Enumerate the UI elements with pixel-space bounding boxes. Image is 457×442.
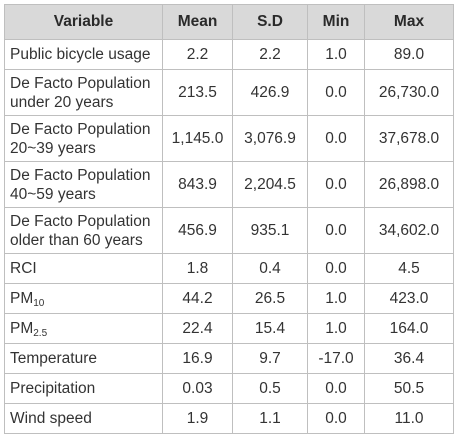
- header-min: Min: [307, 4, 365, 40]
- variable-cell: PM2.5: [4, 313, 163, 344]
- variable-name: PM: [10, 320, 34, 337]
- min-cell: 1.0: [307, 39, 365, 70]
- min-cell: 0.0: [307, 253, 365, 284]
- max-cell: 50.5: [364, 373, 454, 404]
- sd-cell: 935.1: [232, 207, 308, 254]
- variable-name: PM: [10, 290, 34, 307]
- min-cell: 0.0: [307, 373, 365, 404]
- max-cell: 164.0: [364, 313, 454, 344]
- sd-cell: 15.4: [232, 313, 308, 344]
- mean-cell: 1,145.0: [162, 115, 233, 162]
- table-header: Variable Mean S.D Min Max: [4, 4, 454, 40]
- table-row: RCI 1.8 0.4 0.0 4.5: [4, 253, 454, 284]
- header-sd: S.D: [232, 4, 308, 40]
- mean-cell: 843.9: [162, 161, 233, 208]
- sd-cell: 0.5: [232, 373, 308, 404]
- max-cell: 26,730.0: [364, 69, 454, 116]
- mean-cell: 2.2: [162, 39, 233, 70]
- table-body: Public bicycle usage 2.2 2.2 1.0 89.0 De…: [4, 39, 454, 434]
- variable-name: Temperature: [10, 350, 98, 367]
- min-cell: 0.0: [307, 207, 365, 254]
- variable-cell: Temperature: [4, 343, 163, 374]
- table-row: PM10 44.2 26.5 1.0 423.0: [4, 283, 454, 314]
- sd-cell: 3,076.9: [232, 115, 308, 162]
- max-cell: 11.0: [364, 403, 454, 434]
- min-cell: 0.0: [307, 69, 365, 116]
- variable-name-line2: 20~39 years: [10, 139, 96, 157]
- min-cell: 0.0: [307, 115, 365, 162]
- variable-name: RCI: [10, 260, 37, 277]
- min-cell: 1.0: [307, 313, 365, 344]
- header-mean: Mean: [162, 4, 233, 40]
- variable-name-line2: under 20 years: [10, 93, 114, 111]
- max-cell: 423.0: [364, 283, 454, 314]
- table-row: Precipitation 0.03 0.5 0.0 50.5: [4, 373, 454, 404]
- mean-cell: 1.9: [162, 403, 233, 434]
- table-row: De Facto Population under 20 years 213.5 …: [4, 69, 454, 116]
- mean-cell: 213.5: [162, 69, 233, 116]
- mean-cell: 16.9: [162, 343, 233, 374]
- table-row: De Facto Population 20~39 years 1,145.0 3…: [4, 115, 454, 162]
- max-cell: 34,602.0: [364, 207, 454, 254]
- sd-cell: 9.7: [232, 343, 308, 374]
- header-variable: Variable: [4, 4, 163, 40]
- variable-name-line2: older than 60 years: [10, 231, 143, 249]
- mean-cell: 456.9: [162, 207, 233, 254]
- min-cell: 0.0: [307, 161, 365, 208]
- table-row: Wind speed 1.9 1.1 0.0 11.0: [4, 403, 454, 434]
- sd-cell: 26.5: [232, 283, 308, 314]
- min-cell: 1.0: [307, 283, 365, 314]
- table-row: De Facto Population older than 60 years 4…: [4, 207, 454, 254]
- variable-cell: De Facto Population 20~39 years: [4, 115, 163, 162]
- variable-name: Precipitation: [10, 380, 96, 397]
- variable-cell: De Facto Population 40~59 years: [4, 161, 163, 208]
- mean-cell: 22.4: [162, 313, 233, 344]
- header-max: Max: [364, 4, 454, 40]
- variable-name: De Facto Population: [10, 74, 151, 92]
- statistics-table: Variable Mean S.D Min Max Public bicycle…: [4, 4, 454, 434]
- sd-cell: 426.9: [232, 69, 308, 116]
- variable-cell: RCI: [4, 253, 163, 284]
- max-cell: 89.0: [364, 39, 454, 70]
- mean-cell: 1.8: [162, 253, 233, 284]
- variable-cell: PM10: [4, 283, 163, 314]
- variable-name: Public bicycle usage: [10, 46, 151, 63]
- sd-cell: 1.1: [232, 403, 308, 434]
- variable-name: De Facto Population: [10, 166, 151, 184]
- mean-cell: 44.2: [162, 283, 233, 314]
- sd-cell: 2.2: [232, 39, 308, 70]
- variable-cell: Precipitation: [4, 373, 163, 404]
- min-cell: -17.0: [307, 343, 365, 374]
- variable-cell: De Facto Population under 20 years: [4, 69, 163, 116]
- mean-cell: 0.03: [162, 373, 233, 404]
- table-row: De Facto Population 40~59 years 843.9 2,2…: [4, 161, 454, 208]
- variable-name: De Facto Population: [10, 120, 151, 138]
- variable-cell: Wind speed: [4, 403, 163, 434]
- max-cell: 37,678.0: [364, 115, 454, 162]
- variable-name: Wind speed: [10, 410, 92, 427]
- min-cell: 0.0: [307, 403, 365, 434]
- header-row: Variable Mean S.D Min Max: [4, 4, 454, 40]
- max-cell: 36.4: [364, 343, 454, 374]
- sd-cell: 2,204.5: [232, 161, 308, 208]
- table-row: PM2.5 22.4 15.4 1.0 164.0: [4, 313, 454, 344]
- variable-subscript: 2.5: [33, 328, 48, 339]
- table-row: Public bicycle usage 2.2 2.2 1.0 89.0: [4, 39, 454, 70]
- variable-cell: Public bicycle usage: [4, 39, 163, 70]
- variable-subscript: 10: [33, 298, 45, 309]
- sd-cell: 0.4: [232, 253, 308, 284]
- variable-name: De Facto Population: [10, 212, 151, 230]
- table-row: Temperature 16.9 9.7 -17.0 36.4: [4, 343, 454, 374]
- variable-cell: De Facto Population older than 60 years: [4, 207, 163, 254]
- variable-name-line2: 40~59 years: [10, 185, 96, 203]
- max-cell: 4.5: [364, 253, 454, 284]
- max-cell: 26,898.0: [364, 161, 454, 208]
